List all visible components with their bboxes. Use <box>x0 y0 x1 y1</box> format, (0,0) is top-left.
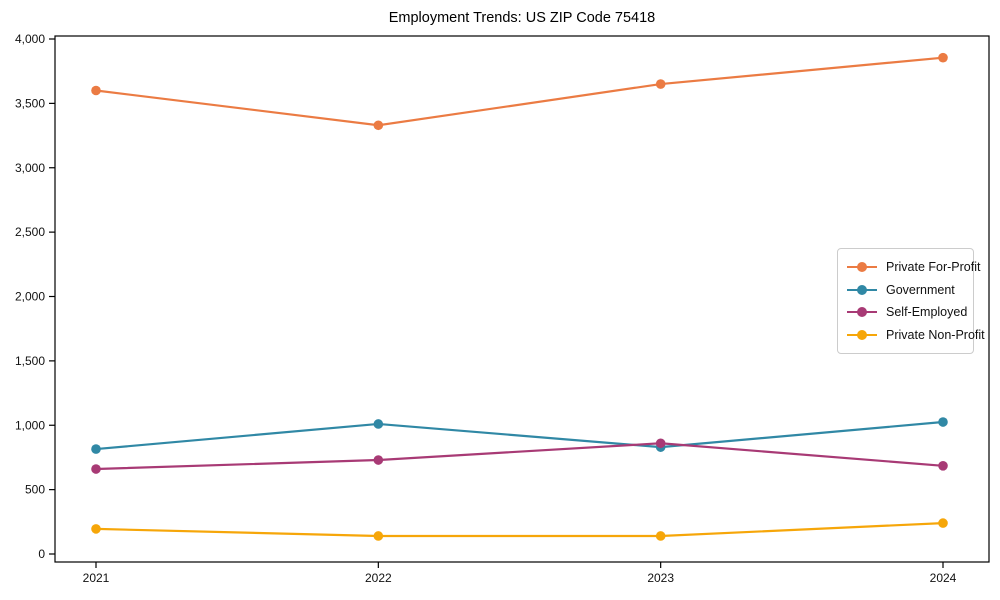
legend-line-dot-icon <box>847 262 877 273</box>
data-point-marker <box>938 417 948 427</box>
data-point-marker <box>373 419 384 429</box>
y-axis-tick-label: 2,500 <box>15 225 45 239</box>
y-axis-tick-label: 2,000 <box>15 290 45 304</box>
x-axis-tick-label: 2024 <box>930 571 957 585</box>
data-point-marker <box>655 79 666 89</box>
y-axis-tick-label: 4,000 <box>15 32 45 46</box>
legend-item: Private For-Profit <box>847 256 980 279</box>
series-line-self-employed <box>94 442 945 471</box>
data-point-marker <box>938 52 948 63</box>
data-point-marker <box>938 518 948 528</box>
data-point-marker <box>91 524 101 534</box>
legend-item: Self-Employed <box>847 301 968 324</box>
legend-label: Private For-Profit <box>886 260 981 275</box>
x-axis-tick-label: 2021 <box>83 571 110 585</box>
series-line-private-non-profit <box>94 521 945 538</box>
y-axis-tick-label: 500 <box>25 483 45 497</box>
data-point-marker <box>655 531 666 541</box>
legend: Private For-Profit Government Self-Employe… <box>837 248 985 354</box>
legend-label: Government <box>886 282 955 297</box>
legend-line-dot-icon <box>847 284 877 295</box>
legend-line-dot-icon <box>847 307 877 318</box>
chart-title: Employment Trends: US ZIP Code 75418 <box>388 10 656 26</box>
series-line-government <box>94 420 945 451</box>
data-point-marker <box>91 85 101 96</box>
legend-label: Self-Employed <box>886 305 968 320</box>
legend-item: Private Non-Profit <box>847 324 985 347</box>
legend-line-dot-icon <box>847 329 877 340</box>
y-axis-tick-label: 0 <box>38 547 45 561</box>
data-point-marker <box>91 464 101 474</box>
y-axis-tick-label: 1,000 <box>15 418 45 432</box>
data-point-marker <box>938 461 948 471</box>
data-point-marker <box>373 531 384 541</box>
y-axis-tick-label: 1,500 <box>15 354 45 368</box>
y-axis-tick-label: 3,000 <box>15 161 45 175</box>
y-axis-tick-label: 3,500 <box>15 96 45 110</box>
data-point-marker <box>373 120 384 131</box>
data-point-marker <box>373 455 384 465</box>
x-axis-tick-label: 2023 <box>647 571 674 585</box>
plot-frame <box>54 35 990 563</box>
x-axis-tick-label: 2022 <box>365 571 392 585</box>
legend-label: Private Non-Profit <box>886 327 985 342</box>
data-point-marker <box>655 438 666 449</box>
legend-item: Government <box>847 279 965 302</box>
data-point-marker <box>91 444 101 454</box>
series-line-private-for-profit <box>94 56 945 127</box>
